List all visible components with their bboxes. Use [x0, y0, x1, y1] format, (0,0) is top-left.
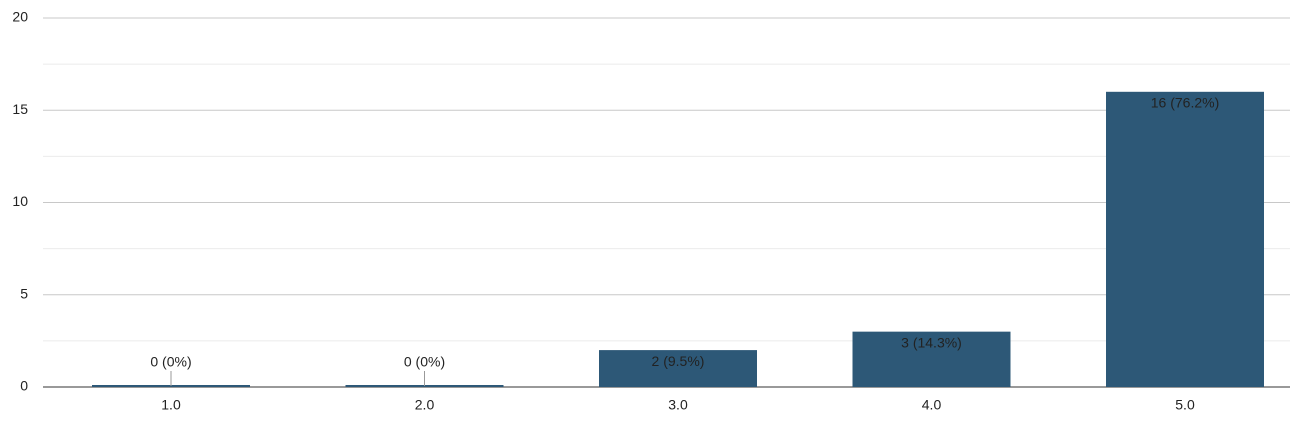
bar [852, 331, 1011, 387]
y-tick-label: 5 [20, 285, 28, 301]
value-label: 16 (76.2%) [1151, 95, 1219, 111]
value-label: 0 (0%) [404, 354, 445, 370]
bar [1106, 91, 1264, 388]
x-tick-label: 3.0 [668, 397, 688, 413]
y-tick-label: 20 [12, 9, 28, 25]
x-tick-label: 1.0 [161, 397, 181, 413]
y-tick-label: 0 [20, 378, 28, 394]
value-label: 3 (14.3%) [901, 334, 962, 350]
x-tick-label: 4.0 [922, 397, 942, 413]
y-tick-label: 15 [12, 101, 28, 117]
value-label: 2 (9.5%) [652, 353, 705, 369]
bar [599, 350, 757, 387]
x-tick-label: 5.0 [1175, 397, 1195, 413]
y-tick-label: 10 [12, 193, 28, 209]
value-label: 0 (0%) [150, 354, 191, 370]
x-tick-label: 2.0 [415, 397, 435, 413]
